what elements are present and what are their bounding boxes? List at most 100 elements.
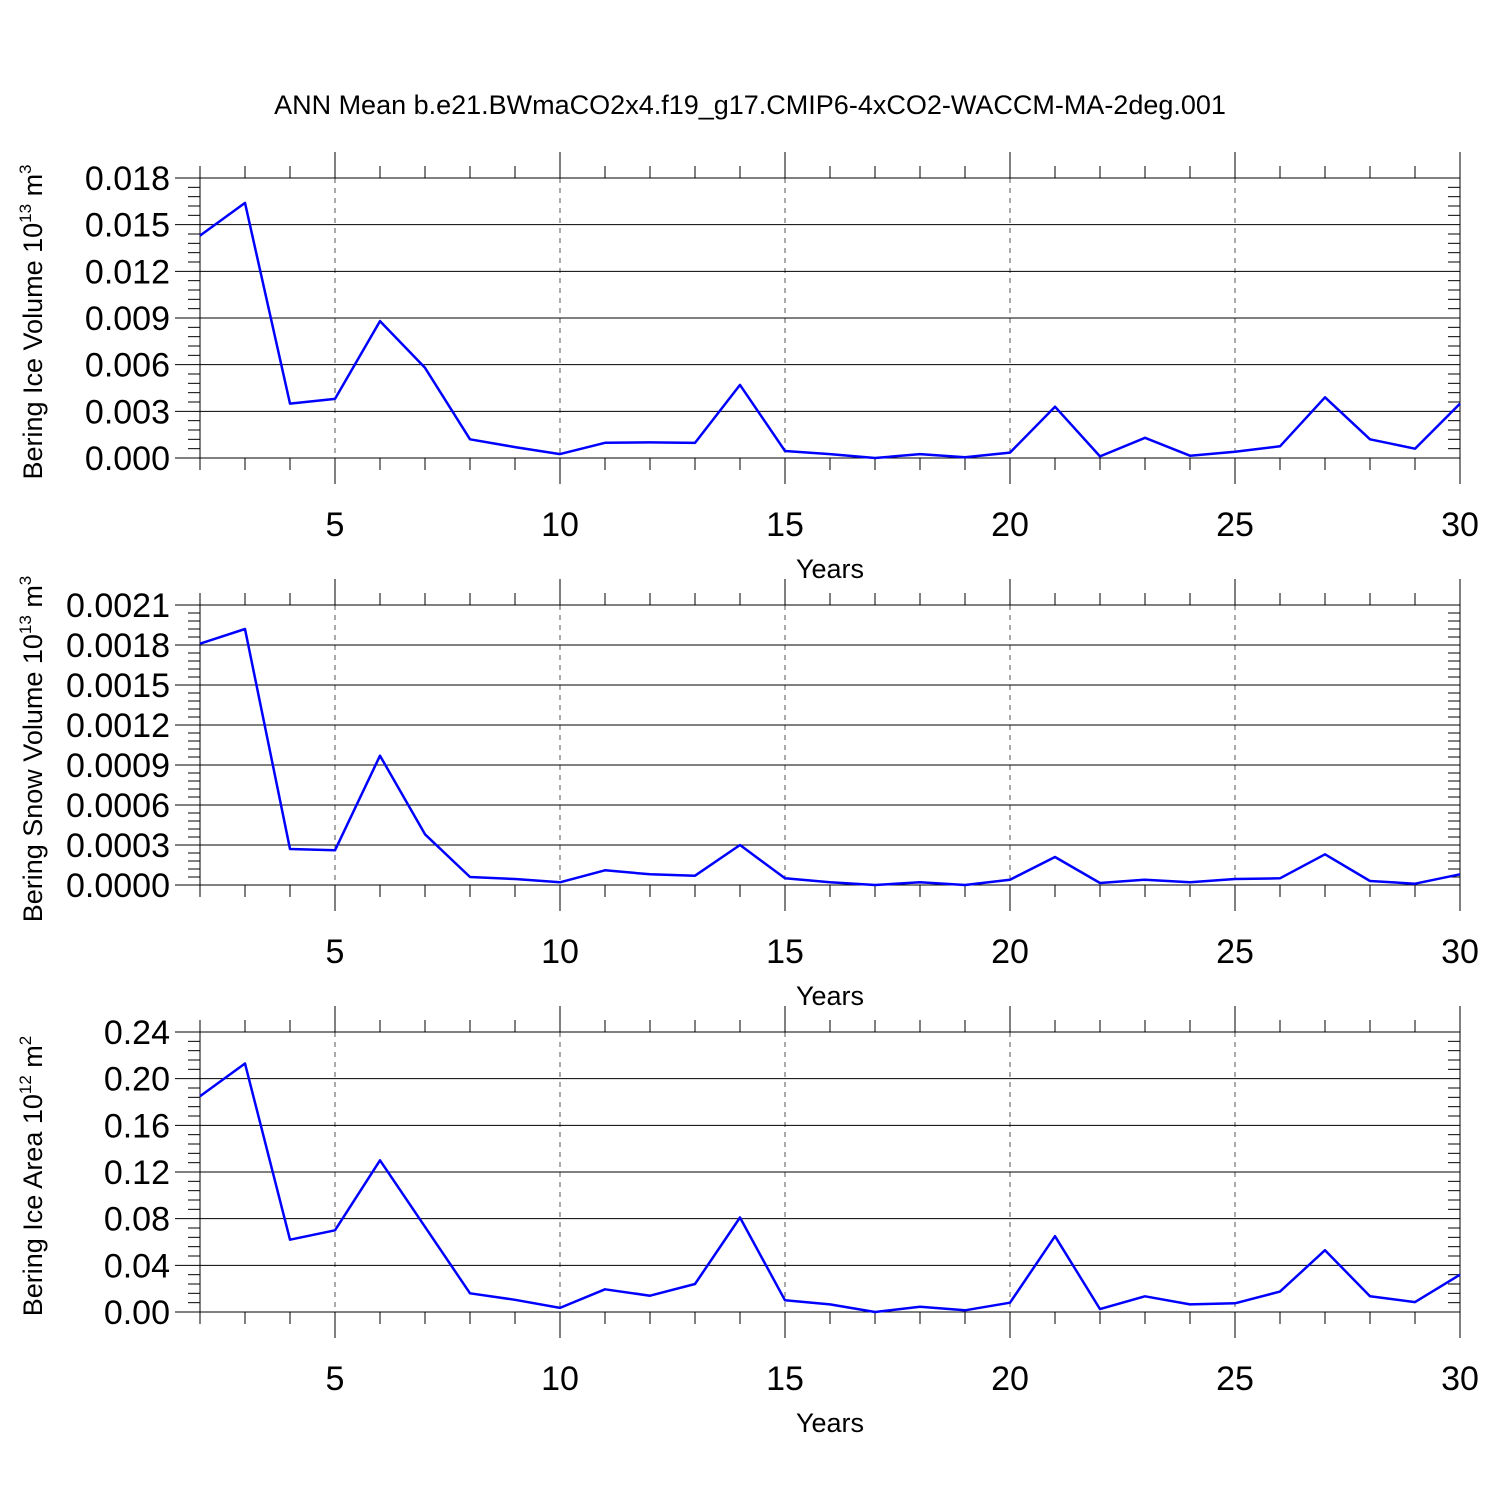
x-tick-label: 5 xyxy=(326,933,345,971)
data-point xyxy=(513,877,517,881)
data-point xyxy=(1143,1294,1147,1298)
x-axis-label: Years xyxy=(796,1408,864,1438)
data-point xyxy=(1323,852,1327,856)
data-point xyxy=(1053,1234,1057,1238)
data-point xyxy=(243,201,247,205)
x-tick-label: 25 xyxy=(1216,1360,1254,1398)
panel-1: 0.000 0.003 0.006 0.009 0.012 0.015 0.018 5 10 15… xyxy=(16,152,1479,584)
data-point xyxy=(333,397,337,401)
data-point xyxy=(288,1238,292,1242)
y-tick-label: 0.08 xyxy=(104,1201,170,1239)
series-line xyxy=(199,201,1461,460)
panel-2: 0.00000.00030.00060.00090.00120.00150.00… xyxy=(16,576,1479,1011)
y-tick-label: 0.0018 xyxy=(66,627,170,665)
y-axis-label: Bering Snow Volume 1013 m3 xyxy=(16,576,48,923)
data-point xyxy=(333,1228,337,1232)
data-point xyxy=(1323,395,1327,399)
data-point xyxy=(288,402,292,406)
data-point xyxy=(828,452,832,456)
data-point xyxy=(1233,1301,1237,1305)
y-tick-label: 0.20 xyxy=(104,1061,170,1099)
data-point xyxy=(648,440,652,444)
data-point xyxy=(873,456,877,460)
panel-3: 0.00 0.04 0.08 0.12 0.16 0.20 0.24 5 10 15 20 25 30 Y… xyxy=(16,1006,1479,1438)
data-point xyxy=(198,234,202,238)
data-point xyxy=(1413,882,1417,886)
data-point xyxy=(1188,454,1192,458)
data-point xyxy=(648,872,652,876)
y-tick-label: 0.24 xyxy=(104,1014,170,1052)
data-point xyxy=(1368,437,1372,441)
x-tick-label: 15 xyxy=(766,1360,804,1398)
data-point xyxy=(1323,1248,1327,1252)
data-point xyxy=(558,880,562,884)
y-tick-label: 0.04 xyxy=(104,1247,170,1285)
data-point xyxy=(603,1287,607,1291)
data-point xyxy=(1053,855,1057,859)
y-tick-label: 0.0015 xyxy=(66,667,170,705)
data-point xyxy=(558,1306,562,1310)
data-point xyxy=(288,847,292,851)
y-tick-label: 0.0009 xyxy=(66,747,170,785)
data-point xyxy=(423,832,427,836)
data-point xyxy=(918,452,922,456)
data-point xyxy=(963,1308,967,1312)
y-axis-label: Bering Ice Area 1012 m2 xyxy=(16,1036,48,1317)
data-point xyxy=(1278,876,1282,880)
data-point xyxy=(693,874,697,878)
panels: 0.000 0.003 0.006 0.009 0.012 0.015 0.018 5 10 15… xyxy=(16,152,1479,1438)
data-point xyxy=(873,1310,877,1314)
y-tick-label: 0.015 xyxy=(85,207,170,245)
x-tick-label: 15 xyxy=(766,506,804,544)
y-tick-label: 0.009 xyxy=(85,300,170,338)
data-point xyxy=(1233,877,1237,881)
y-tick-label: 0.0006 xyxy=(66,787,170,825)
y-tick-label: 0.16 xyxy=(104,1107,170,1145)
data-point xyxy=(468,875,472,879)
data-point xyxy=(1008,1301,1012,1305)
data-point xyxy=(873,883,877,887)
data-point xyxy=(828,1302,832,1306)
series-line xyxy=(199,1062,1461,1314)
y-tick-label: 0.0012 xyxy=(66,707,170,745)
data-point xyxy=(198,1094,202,1098)
x-tick-label: 20 xyxy=(991,933,1029,971)
x-axis-label: Years xyxy=(796,981,864,1011)
x-tick-label: 5 xyxy=(326,1360,345,1398)
y-tick-label: 0.0021 xyxy=(66,587,170,625)
y-tick-label: 0.12 xyxy=(104,1154,170,1192)
data-point xyxy=(378,1158,382,1162)
data-point xyxy=(1458,872,1462,876)
x-tick-label: 5 xyxy=(326,506,345,544)
data-point xyxy=(378,319,382,323)
x-tick-label: 30 xyxy=(1441,933,1479,971)
x-tick-label: 10 xyxy=(541,1360,579,1398)
x-tick-label: 10 xyxy=(541,933,579,971)
y-axis-label: Bering Ice Volume 1013 m3 xyxy=(16,164,48,479)
data-point xyxy=(738,843,742,847)
data-point xyxy=(243,1062,247,1066)
data-point xyxy=(963,883,967,887)
data-point xyxy=(243,627,247,631)
y-tick-label: 0.006 xyxy=(85,347,170,385)
data-point xyxy=(918,1305,922,1309)
data-point xyxy=(648,1294,652,1298)
y-tick-label: 0.000 xyxy=(85,440,170,478)
data-point xyxy=(603,441,607,445)
x-tick-label: 25 xyxy=(1216,933,1254,971)
data-point xyxy=(1098,1307,1102,1311)
x-axis-label: Years xyxy=(796,554,864,584)
y-tick-label: 0.0000 xyxy=(66,867,170,905)
x-tick-label: 20 xyxy=(991,506,1029,544)
x-tick-label: 20 xyxy=(991,1360,1029,1398)
data-point xyxy=(783,449,787,453)
data-point xyxy=(738,1216,742,1220)
data-point xyxy=(423,1225,427,1229)
data-point xyxy=(378,754,382,758)
data-point xyxy=(1008,451,1012,455)
x-tick-label: 30 xyxy=(1441,1360,1479,1398)
data-point xyxy=(1278,1290,1282,1294)
data-point xyxy=(693,1282,697,1286)
y-tick-label: 0.00 xyxy=(104,1294,170,1332)
